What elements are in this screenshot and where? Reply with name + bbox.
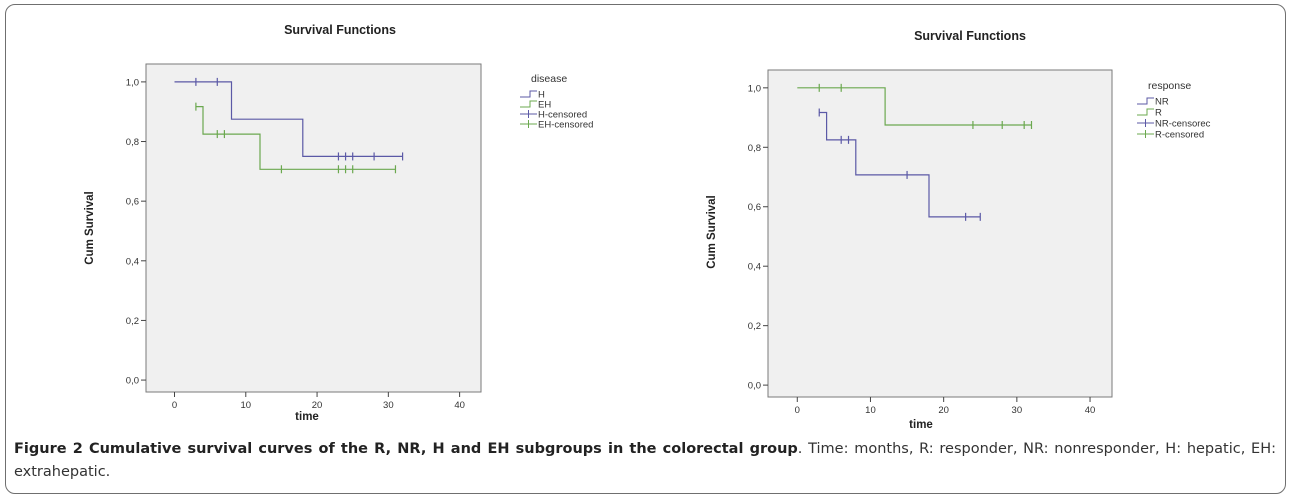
x-tick-label: 10 bbox=[240, 400, 251, 411]
y-tick-label: 0,0 bbox=[126, 376, 139, 387]
x-axis-label: time bbox=[295, 411, 319, 423]
chart-title: Survival Functions bbox=[284, 23, 396, 37]
x-tick-label: 0 bbox=[795, 405, 800, 416]
series-line-nr bbox=[819, 111, 981, 218]
legend-swatch-line bbox=[520, 100, 537, 108]
x-axis-label: time bbox=[909, 419, 933, 431]
y-tick-label: 1,0 bbox=[748, 83, 761, 94]
y-tick-label: 0,6 bbox=[748, 202, 761, 213]
plot-area bbox=[767, 69, 1113, 398]
figure-caption: Figure 2 Cumulative survival curves of t… bbox=[14, 438, 1276, 484]
figure-frame bbox=[5, 4, 1286, 494]
x-tick-label: 20 bbox=[312, 400, 323, 411]
x-tick-label: 10 bbox=[865, 405, 876, 416]
y-tick-label: 0,6 bbox=[126, 197, 139, 208]
caption-text: . Time: months, R: responder, NR: nonres… bbox=[14, 441, 1276, 480]
y-tick-label: 1,0 bbox=[126, 77, 139, 88]
series-line-h bbox=[174, 81, 403, 157]
y-tick-label: 0,2 bbox=[126, 316, 139, 327]
y-tick-label: 0,4 bbox=[126, 256, 139, 267]
legend-entry: NR-censorec bbox=[1155, 119, 1211, 130]
y-axis-label: Cum Survival bbox=[84, 191, 96, 265]
legend-title: disease bbox=[531, 73, 567, 85]
legend-entry: H bbox=[538, 90, 545, 101]
legend-title: response bbox=[1148, 80, 1191, 92]
x-tick-label: 30 bbox=[1012, 405, 1023, 416]
caption-title: Cumulative survival curves of the R, NR,… bbox=[82, 441, 798, 457]
legend-entry: R-censored bbox=[1155, 130, 1204, 141]
y-tick-label: 0,0 bbox=[748, 381, 761, 392]
legend-entry: EH-censored bbox=[538, 120, 593, 131]
x-tick-label: 40 bbox=[454, 400, 465, 411]
x-tick-label: 0 bbox=[172, 400, 177, 411]
legend-entry: NR bbox=[1155, 97, 1169, 108]
survival-chart-response: Survival Functions 0,0 0,2 0,4 0,6 0,8 1,0 0 10 2… bbox=[706, 29, 1211, 431]
legend-entry: EH bbox=[538, 100, 551, 111]
x-tick-label: 30 bbox=[383, 400, 394, 411]
legend-swatch-line bbox=[1137, 97, 1154, 105]
chart-title: Survival Functions bbox=[914, 29, 1026, 43]
y-tick-label: 0,2 bbox=[748, 321, 761, 332]
legend-entry: H-censored bbox=[538, 110, 587, 121]
plot-area bbox=[145, 63, 482, 393]
legend-entry: R bbox=[1155, 108, 1162, 119]
x-tick-label: 40 bbox=[1085, 405, 1096, 416]
series-line-eh bbox=[195, 106, 396, 170]
y-axis-label: Cum Survival bbox=[706, 195, 718, 269]
x-tick-label: 20 bbox=[938, 405, 949, 416]
y-tick-label: 0,8 bbox=[748, 143, 761, 154]
legend-swatch-line bbox=[520, 90, 537, 98]
survival-chart-disease: Survival Functions 0,0 0,2 0,4 0,6 0,8 1,0 0 10 2… bbox=[84, 23, 593, 423]
y-tick-label: 0,8 bbox=[126, 137, 139, 148]
y-tick-label: 0,4 bbox=[748, 262, 761, 273]
legend-swatch-line bbox=[1137, 108, 1154, 116]
caption-label: Figure 2 bbox=[14, 441, 83, 457]
